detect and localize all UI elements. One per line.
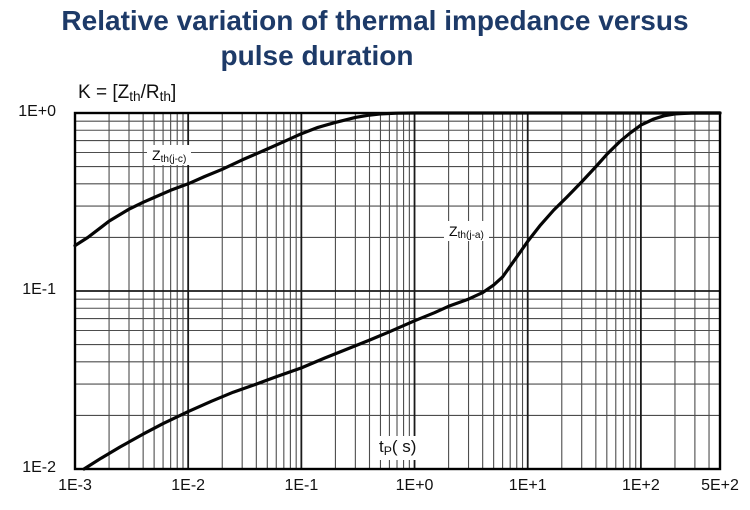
label-subscript: th <box>129 89 141 105</box>
y-tick-label: 1E-2 <box>22 459 56 476</box>
label-text: t <box>379 437 384 456</box>
x-tick-label: 1E-3 <box>58 477 92 494</box>
x-axis-title: tP( s) <box>374 436 422 460</box>
label-subscript: th <box>159 89 172 105</box>
label-text: ] <box>171 82 177 103</box>
label-text: Z <box>152 147 161 163</box>
x-tick-label: 1E+1 <box>508 477 547 494</box>
label-text: K = [Z <box>78 82 130 103</box>
curve-zth-j-c- <box>73 111 722 248</box>
y-tick-label: 1E-1 <box>22 281 56 298</box>
label-text: /R <box>140 82 160 103</box>
chart-title-line1: Relative variation of thermal impedance … <box>61 5 689 36</box>
x-tick-label: 5E+2 <box>701 477 739 494</box>
x-tick-label: 1E-2 <box>171 477 206 494</box>
x-tick-label: 1E-1 <box>284 477 319 494</box>
curve-zth-j-a- <box>82 111 722 471</box>
label-text: Z <box>449 223 458 239</box>
x-tick-label: 1E+2 <box>621 477 660 494</box>
series-label-zth-j-a: Zth(j-a) <box>444 221 489 241</box>
label-subscript: P <box>383 443 392 458</box>
label-subscript: th(j-c) <box>160 154 187 166</box>
x-tick-label: 1E+0 <box>395 477 434 494</box>
chart-title-line2: pulse duration <box>220 40 414 71</box>
label-text: ( s) <box>391 437 417 456</box>
y-axis-title: K = [Zth/Rth] <box>78 82 176 104</box>
series-label-zth-j-c: Zth(j-c) <box>147 145 192 166</box>
label-subscript: th(j-a) <box>457 230 484 242</box>
y-tick-label: 1E+0 <box>18 103 56 120</box>
